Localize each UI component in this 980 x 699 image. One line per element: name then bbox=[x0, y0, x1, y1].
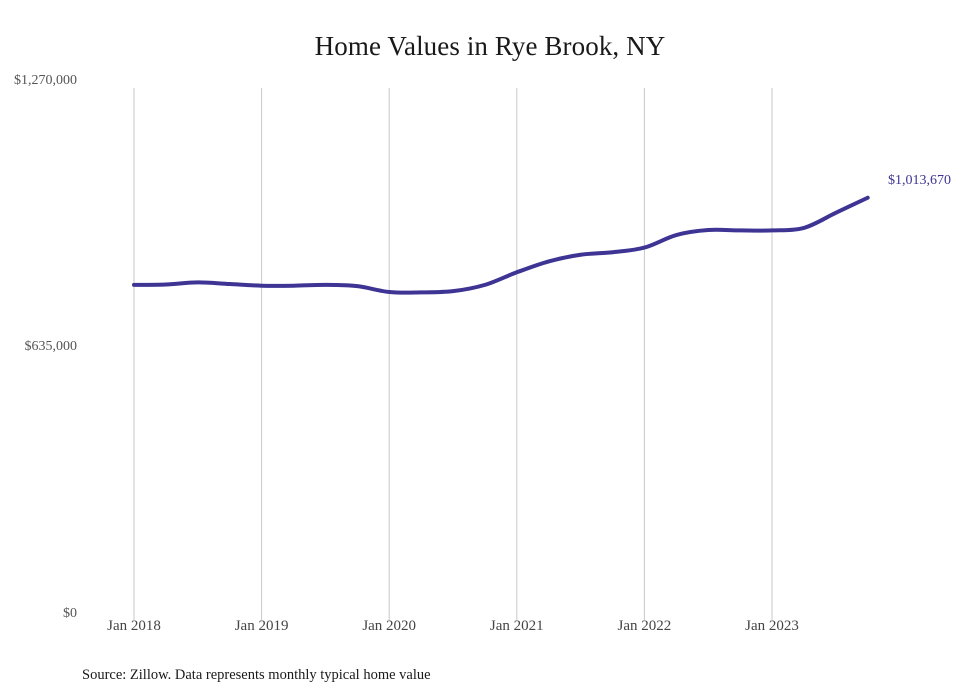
vertical-gridlines bbox=[133, 88, 773, 620]
end-point-value-label: $1,013,670 bbox=[888, 173, 951, 188]
x-tick-label-jan-2018: Jan 2018 bbox=[107, 618, 161, 634]
x-tick-label-jan-2020: Jan 2020 bbox=[362, 618, 417, 634]
x-tick-label-jan-2023: Jan 2023 bbox=[745, 618, 799, 634]
y-tick-label-top: $1,270,000 bbox=[14, 73, 77, 88]
y-tick-label-mid: $635,000 bbox=[24, 339, 78, 354]
chart-title: Home Values in Rye Brook, NY bbox=[314, 31, 666, 61]
x-tick-label-jan-2022: Jan 2022 bbox=[617, 618, 672, 634]
x-tick-label-jan-2021: Jan 2021 bbox=[489, 618, 544, 634]
source-note: Source: Zillow. Data represents monthly … bbox=[82, 667, 431, 683]
value-line-path bbox=[132, 195, 870, 295]
series-typical-home-value bbox=[132, 195, 870, 295]
x-tick-label-jan-2019: Jan 2019 bbox=[234, 618, 289, 634]
y-tick-label-bottom: $0 bbox=[63, 606, 77, 621]
